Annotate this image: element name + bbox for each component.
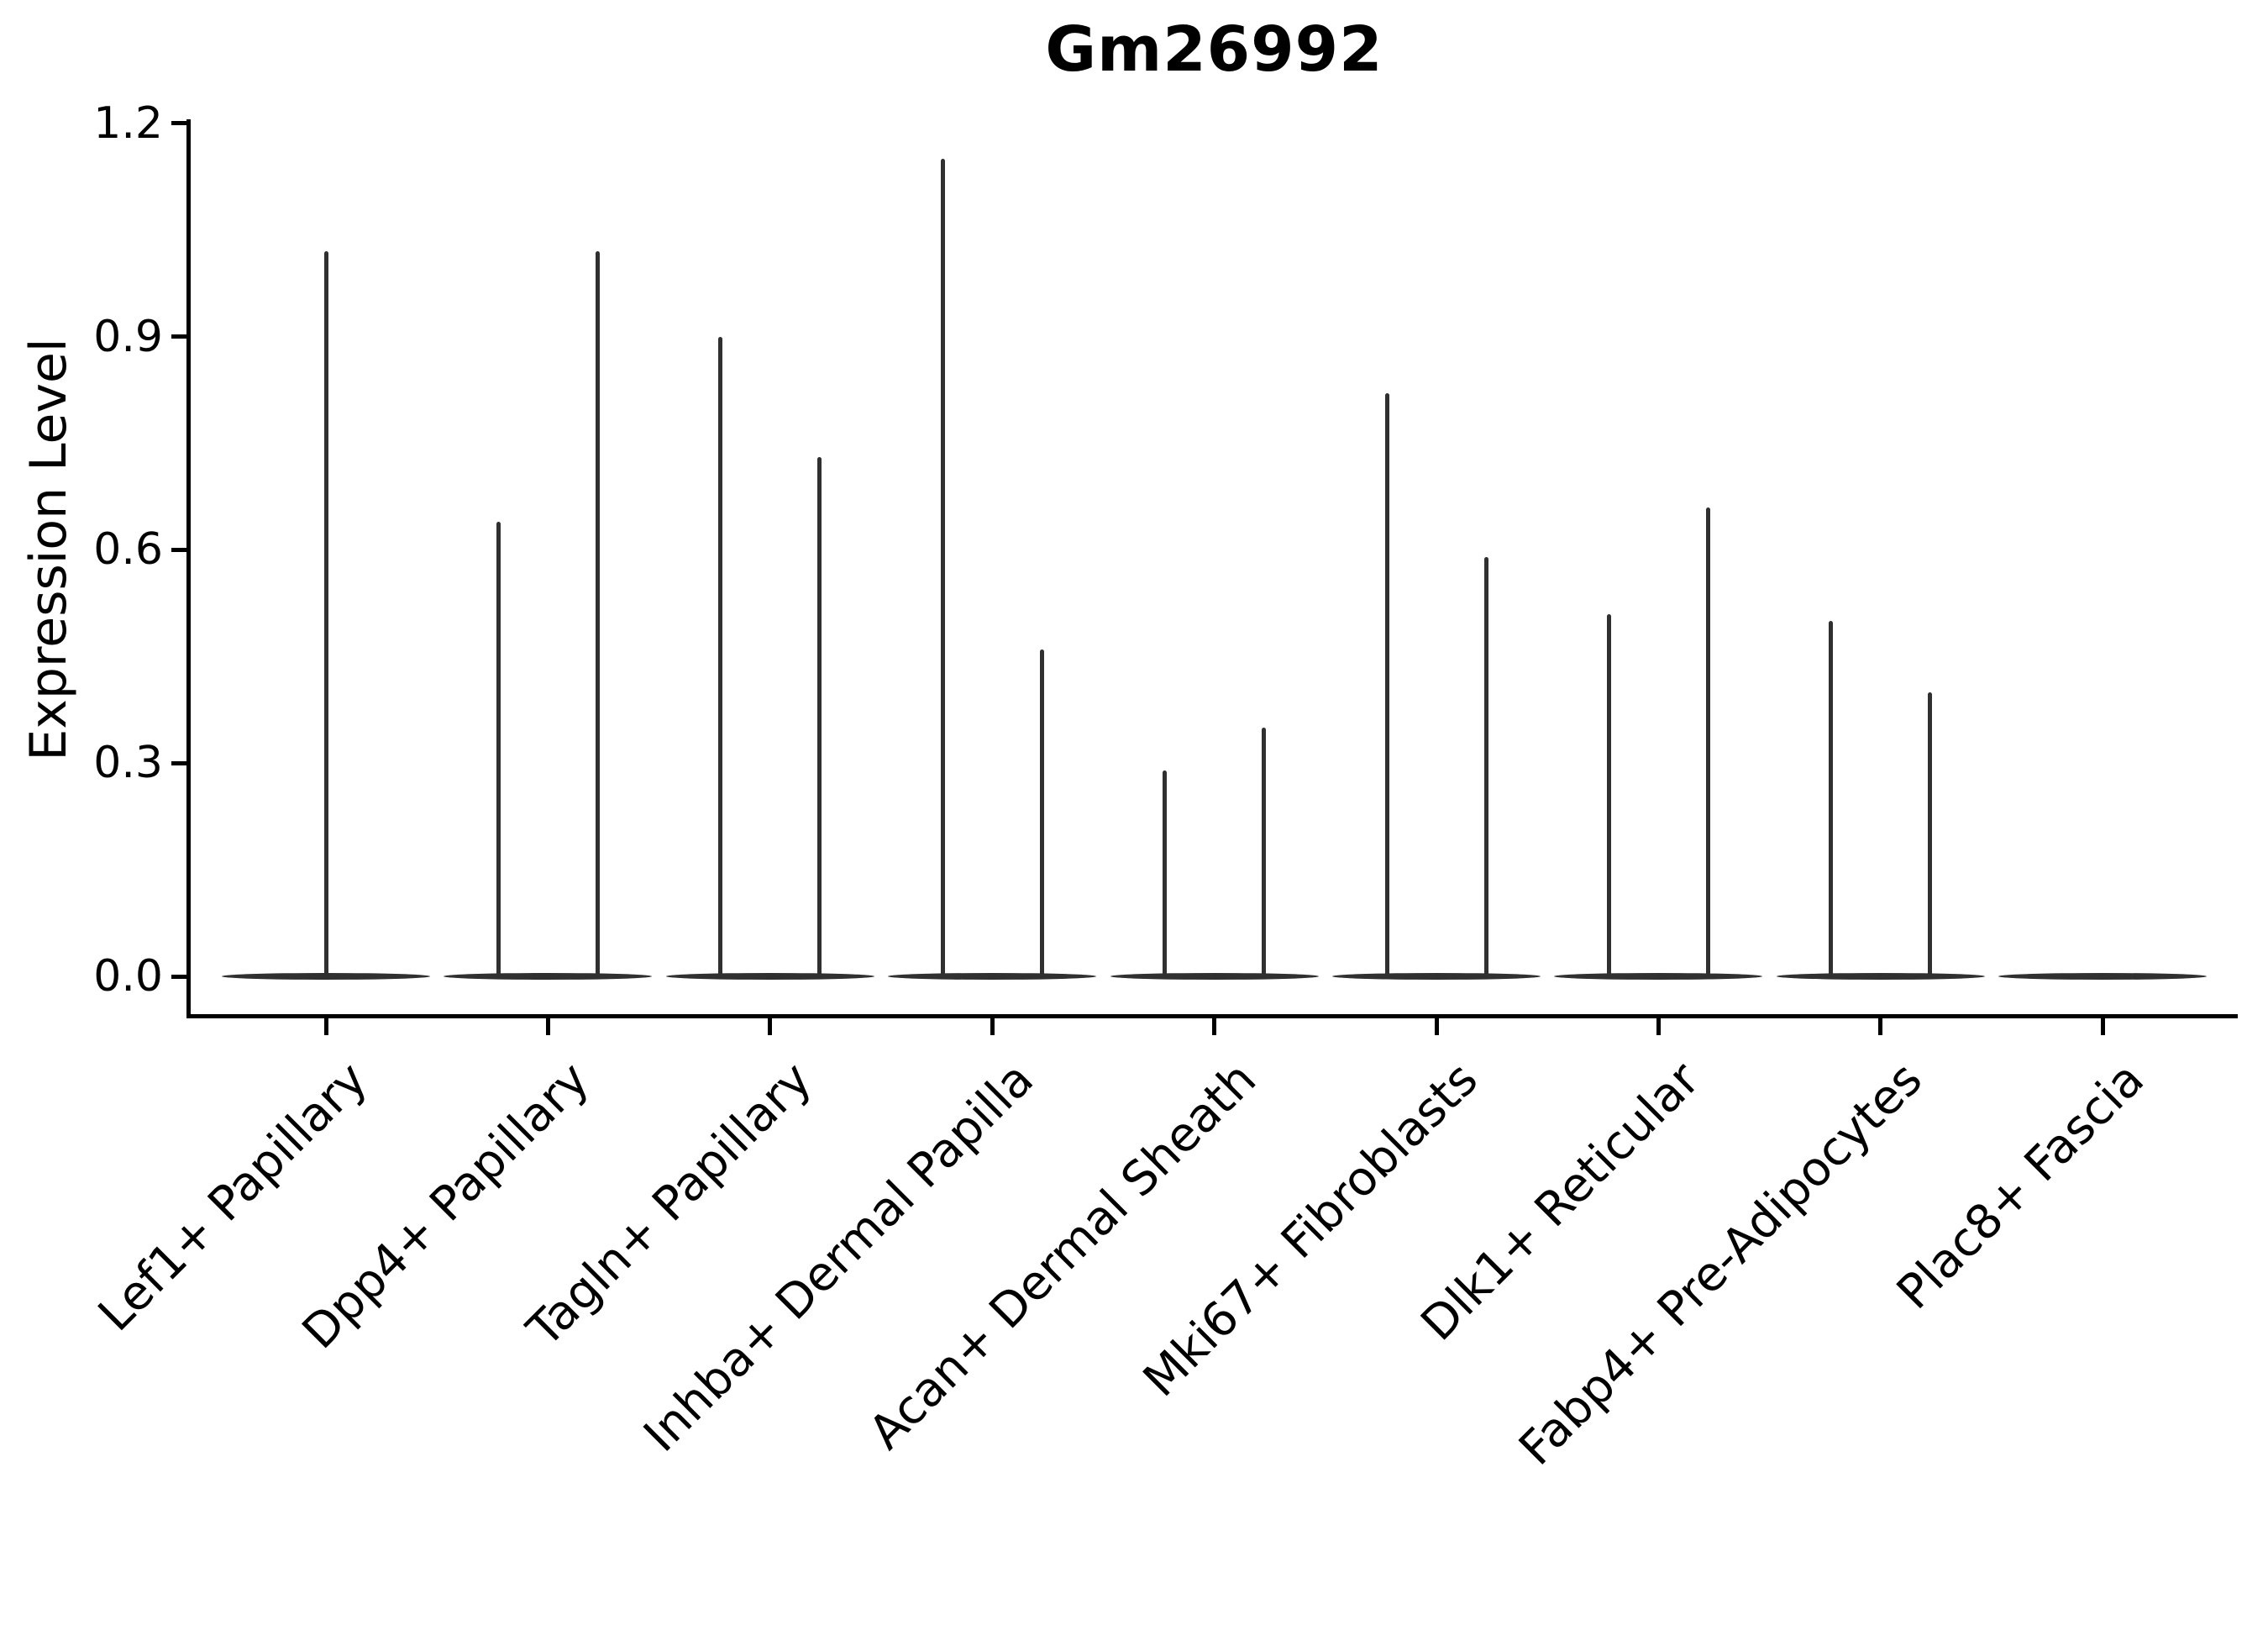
x-tick-mark <box>1212 1018 1217 1035</box>
y-tick-label: 0.6 <box>93 524 163 576</box>
x-tick-mark <box>323 1018 328 1035</box>
violin-baseline <box>1110 973 1319 980</box>
violin-needle <box>1705 507 1710 978</box>
violin-baseline <box>665 973 874 980</box>
violin-chart-figure: Gm26992 Expression Level 0.0 0.3 0.6 0.9 1.2… <box>19 13 2238 1476</box>
x-tick-mark <box>1434 1018 1439 1035</box>
violin-needle <box>940 159 945 978</box>
y-tick-mark <box>171 547 186 552</box>
y-tick-mark <box>171 760 186 765</box>
x-tick-mark <box>545 1018 550 1035</box>
y-tick-mark <box>171 121 186 126</box>
violin-needle <box>1039 649 1044 978</box>
x-tick-mark <box>768 1018 773 1035</box>
x-tick-mark <box>990 1018 995 1035</box>
x-tick-mark <box>1878 1018 1883 1035</box>
violin-needle <box>718 336 723 978</box>
violin-baseline <box>1554 973 1763 980</box>
violin-needle <box>1483 556 1488 978</box>
violin-needle <box>1928 692 1933 978</box>
violin-baseline <box>1776 973 1985 980</box>
violin-baseline <box>444 973 653 980</box>
y-tick-label: 0.3 <box>93 738 163 789</box>
y-tick-label: 0.0 <box>93 951 163 1002</box>
chart-title: Gm26992 <box>1045 13 1383 86</box>
x-axis-line <box>186 1014 2238 1018</box>
violin-baseline <box>1998 973 2208 980</box>
y-tick-mark <box>171 974 186 979</box>
violin-needle <box>1829 621 1834 978</box>
violin-needle <box>323 251 328 978</box>
violin-needle <box>1163 770 1168 978</box>
y-tick-label: 0.9 <box>93 311 163 362</box>
violin-baseline <box>888 973 1097 980</box>
violin-needle <box>817 457 822 978</box>
y-axis-line <box>186 119 191 1018</box>
violin-needle <box>1262 727 1267 978</box>
violin-needle <box>496 521 501 978</box>
violin-needle <box>1384 393 1389 978</box>
violin-baseline <box>1332 973 1541 980</box>
x-tick-mark <box>1656 1018 1661 1035</box>
violin-needle <box>1606 613 1611 978</box>
violin-needle <box>595 251 600 978</box>
y-tick-mark <box>171 334 186 339</box>
x-tick-mark <box>2100 1018 2105 1035</box>
y-tick-label: 1.2 <box>93 97 163 149</box>
